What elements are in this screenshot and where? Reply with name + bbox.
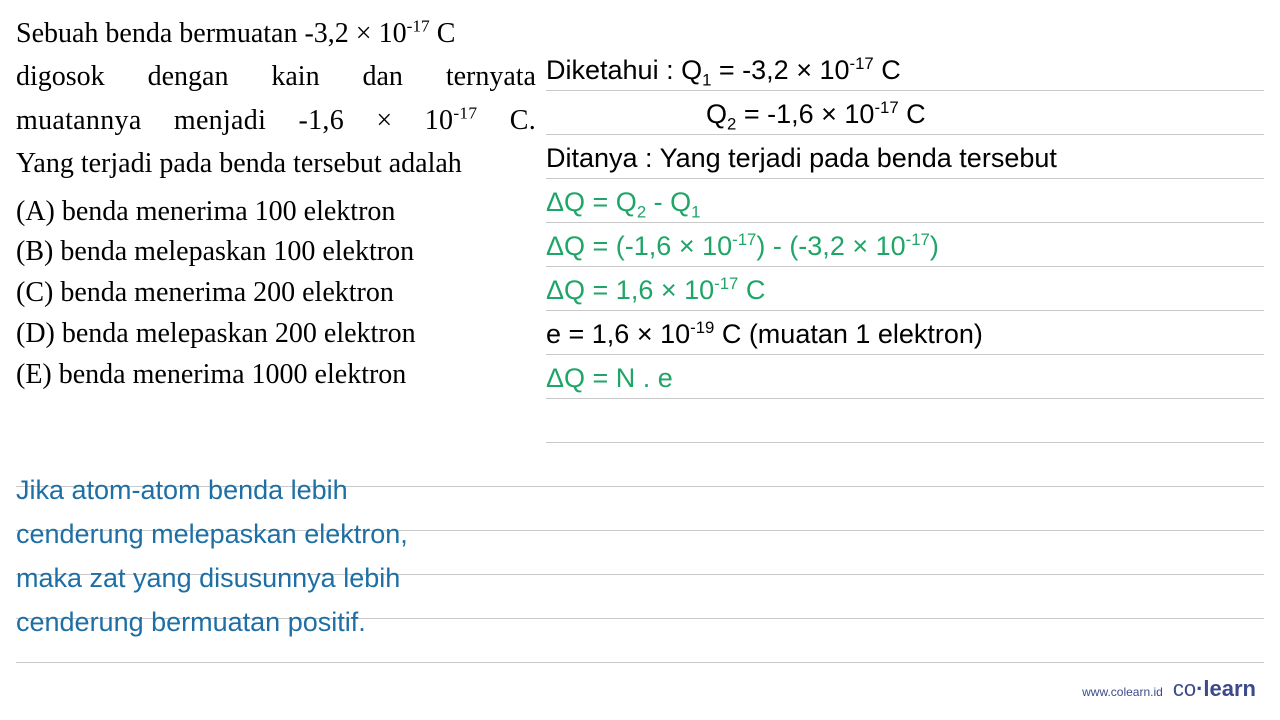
solution-line-8: ΔQ = N . e <box>546 358 673 399</box>
footer-brand: co·learn <box>1173 676 1256 702</box>
note-line-1: Jika atom-atom benda lebih <box>16 470 348 511</box>
question-block: Sebuah benda bermuatan -3,2 × 10-17 C di… <box>16 12 536 396</box>
note-line-4: cenderung bermuatan positif. <box>16 602 366 643</box>
solution-line-6: ΔQ = 1,6 × 10-17 C <box>546 270 765 311</box>
solution-block: Diketahui : Q1 = -3,2 × 10-17 C Q2 = -1,… <box>546 48 1264 400</box>
question-line-3: muatannya menjadi -1,6 × 10-17 C. <box>16 99 536 142</box>
question-line-1: Sebuah benda bermuatan -3,2 × 10-17 C <box>16 12 536 55</box>
solution-line-1: Diketahui : Q1 = -3,2 × 10-17 C <box>546 50 901 91</box>
question-line-2: digosok dengan kain dan ternyata <box>16 55 536 98</box>
solution-line-2: Q2 = -1,6 × 10-17 C <box>706 94 926 135</box>
solution-line-5: ΔQ = (-1,6 × 10-17) - (-3,2 × 10-17) <box>546 226 939 267</box>
footer: www.colearn.id co·learn <box>1082 676 1256 702</box>
footer-url: www.colearn.id <box>1082 685 1163 699</box>
note-line-2: cenderung melepaskan elektron, <box>16 514 408 555</box>
option-d: (D) benda melepaskan 200 elektron <box>16 314 536 355</box>
option-e: (E) benda menerima 1000 elektron <box>16 355 536 396</box>
options-list: (A) benda menerima 100 elektron (B) bend… <box>16 192 536 396</box>
page: Sebuah benda bermuatan -3,2 × 10-17 C di… <box>0 0 1280 720</box>
solution-line-3: Ditanya : Yang terjadi pada benda terseb… <box>546 138 1057 179</box>
option-a: (A) benda menerima 100 elektron <box>16 192 536 233</box>
solution-line-4: ΔQ = Q2 - Q1 <box>546 182 700 223</box>
solution-line-7: e = 1,6 × 10-19 C (muatan 1 elektron) <box>546 314 983 355</box>
option-b: (B) benda melepaskan 100 elektron <box>16 232 536 273</box>
question-line-4: Yang terjadi pada benda tersebut adalah <box>16 142 536 185</box>
note-line-3: maka zat yang disusunnya lebih <box>16 558 400 599</box>
note-block: Jika atom-atom benda lebih cenderung mel… <box>16 468 536 644</box>
option-c: (C) benda menerima 200 elektron <box>16 273 536 314</box>
